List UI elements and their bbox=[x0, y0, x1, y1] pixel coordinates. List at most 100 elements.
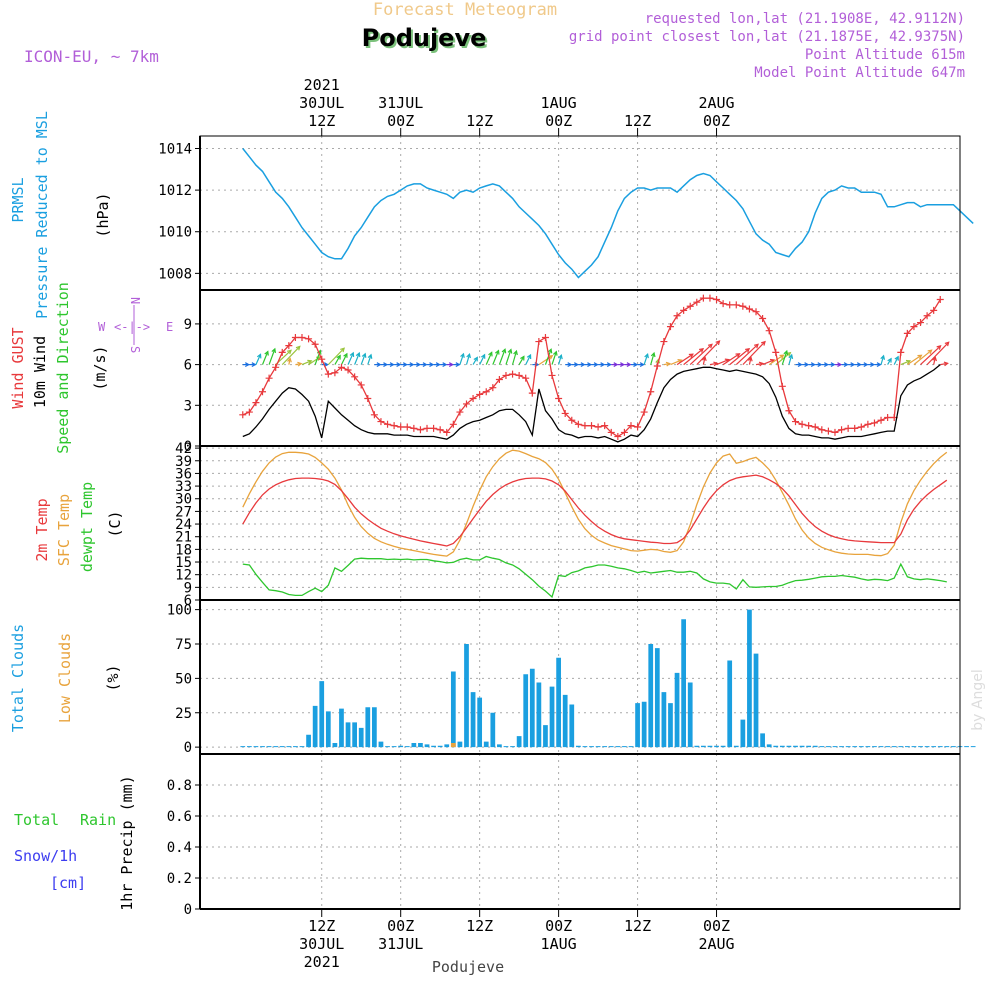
wind-arrow-head bbox=[943, 361, 949, 367]
wind-arrow bbox=[940, 362, 948, 366]
gust-marker bbox=[798, 420, 806, 428]
pressure-label-2: Pressure Reduced to MSL bbox=[33, 111, 51, 319]
cloud-bar bbox=[832, 746, 838, 748]
watermark: by Angel bbox=[970, 669, 986, 730]
gust-marker bbox=[699, 294, 707, 302]
wind-arrow-head bbox=[887, 357, 892, 363]
wind-arrow bbox=[742, 341, 766, 366]
gust-marker bbox=[528, 389, 536, 397]
wind-arrow-head bbox=[688, 353, 694, 359]
snow-unit: [cm] bbox=[50, 874, 86, 892]
compass-e: E bbox=[166, 320, 173, 334]
gust-marker bbox=[291, 333, 299, 341]
wind-arrow-head bbox=[442, 362, 448, 368]
cloud-bar bbox=[385, 746, 390, 748]
cloud-bar bbox=[549, 686, 555, 748]
y-tick-label: 0 bbox=[184, 740, 192, 756]
wind-arrow-head bbox=[745, 347, 751, 353]
cloud-bar bbox=[622, 746, 627, 748]
cloud-bar bbox=[852, 746, 858, 748]
cloud-bar bbox=[450, 671, 456, 748]
gust-marker bbox=[594, 423, 602, 431]
cloud-bar bbox=[444, 744, 450, 748]
wind-arrow bbox=[643, 353, 649, 365]
dewpoint-line bbox=[242, 555, 947, 599]
gust-marker bbox=[239, 411, 247, 419]
cloud-bar bbox=[779, 745, 785, 748]
y-tick-label: 3 bbox=[184, 398, 192, 414]
wind-arrow-head bbox=[349, 351, 355, 357]
gust-marker bbox=[844, 424, 852, 432]
wind-arrow-head bbox=[761, 340, 766, 346]
gust-marker bbox=[818, 426, 826, 434]
wind-arrow-head bbox=[613, 362, 619, 368]
y-tick-label: 0.8 bbox=[167, 778, 192, 794]
cloud-bar bbox=[483, 741, 489, 748]
precip-grid bbox=[200, 754, 960, 910]
cloud-bar bbox=[332, 743, 338, 748]
wind-arrow bbox=[650, 352, 655, 365]
wind-arrow-head bbox=[526, 353, 532, 360]
y-tick-label: 0.6 bbox=[167, 809, 192, 825]
gust-marker bbox=[785, 407, 793, 415]
gust-marker bbox=[811, 423, 819, 431]
wind-arrow bbox=[505, 349, 512, 365]
wind-arrow-head bbox=[286, 349, 292, 355]
cloud-bar bbox=[885, 746, 890, 748]
y-tick-label: 42 bbox=[175, 441, 192, 457]
wind-arrow bbox=[696, 340, 720, 366]
gust-marker bbox=[739, 302, 747, 310]
bottom-time-label: 12Z bbox=[624, 917, 651, 935]
wind-arrow bbox=[281, 346, 301, 366]
wind-arrow-head bbox=[507, 348, 513, 354]
y-tick-label: 1008 bbox=[158, 266, 192, 282]
wind-gust-label: Wind GUST bbox=[9, 327, 27, 408]
bottom-time-label: 1AUG bbox=[541, 935, 577, 953]
gust-marker bbox=[548, 371, 556, 379]
gust-marker bbox=[337, 363, 345, 371]
wind-arrow bbox=[551, 351, 557, 365]
wind-arrow-head bbox=[824, 362, 830, 368]
gust-marker bbox=[443, 428, 451, 436]
cloud-bar bbox=[898, 746, 904, 748]
wind-arrow-head bbox=[376, 362, 382, 368]
cloud-bar bbox=[345, 722, 351, 748]
wind-arrow-head bbox=[256, 353, 262, 359]
gust-marker bbox=[930, 306, 938, 314]
wind-arrow-head bbox=[435, 362, 441, 368]
wind-arrow bbox=[472, 357, 478, 365]
clouds-panel: Total Clouds Low Clouds (%) 0 25 50 75 100 bbox=[9, 600, 976, 756]
wind-arrow bbox=[518, 356, 525, 365]
cloud-bar bbox=[339, 708, 344, 748]
temp-2m-line bbox=[242, 474, 948, 547]
cloud-bar bbox=[411, 743, 417, 748]
y-tick-label: 15 bbox=[175, 555, 192, 571]
cloud-bar bbox=[306, 734, 311, 748]
top-time-label: 00Z bbox=[703, 112, 730, 130]
y-tick-label: 6 bbox=[184, 358, 192, 374]
gust-marker bbox=[449, 420, 457, 428]
cloud-bar bbox=[424, 744, 430, 748]
temp-sfc-label: SFC Temp bbox=[55, 494, 73, 566]
compass-arrow: <-|-> bbox=[114, 320, 150, 334]
wind-arrow bbox=[702, 356, 706, 365]
y-tick-label: 25 bbox=[175, 706, 192, 722]
gust-marker bbox=[482, 388, 490, 396]
cloud-bar bbox=[240, 746, 246, 748]
wind-arrow-head bbox=[944, 341, 950, 347]
wind-arrow bbox=[900, 360, 911, 366]
wind-arrow bbox=[465, 353, 471, 365]
cloud-bar bbox=[845, 746, 851, 748]
cloud-bar bbox=[543, 725, 548, 748]
wind-arrow-head bbox=[396, 362, 402, 368]
gust-marker bbox=[805, 422, 813, 430]
cloud-bar bbox=[286, 746, 292, 748]
location-title: Podujeve bbox=[362, 24, 487, 52]
wind-arrow bbox=[301, 360, 312, 366]
gust-marker bbox=[541, 333, 549, 341]
wind-arrow-head bbox=[323, 362, 329, 368]
cloud-bar bbox=[562, 694, 568, 748]
gust-marker bbox=[765, 327, 773, 335]
temp-unit: (C) bbox=[106, 510, 124, 537]
